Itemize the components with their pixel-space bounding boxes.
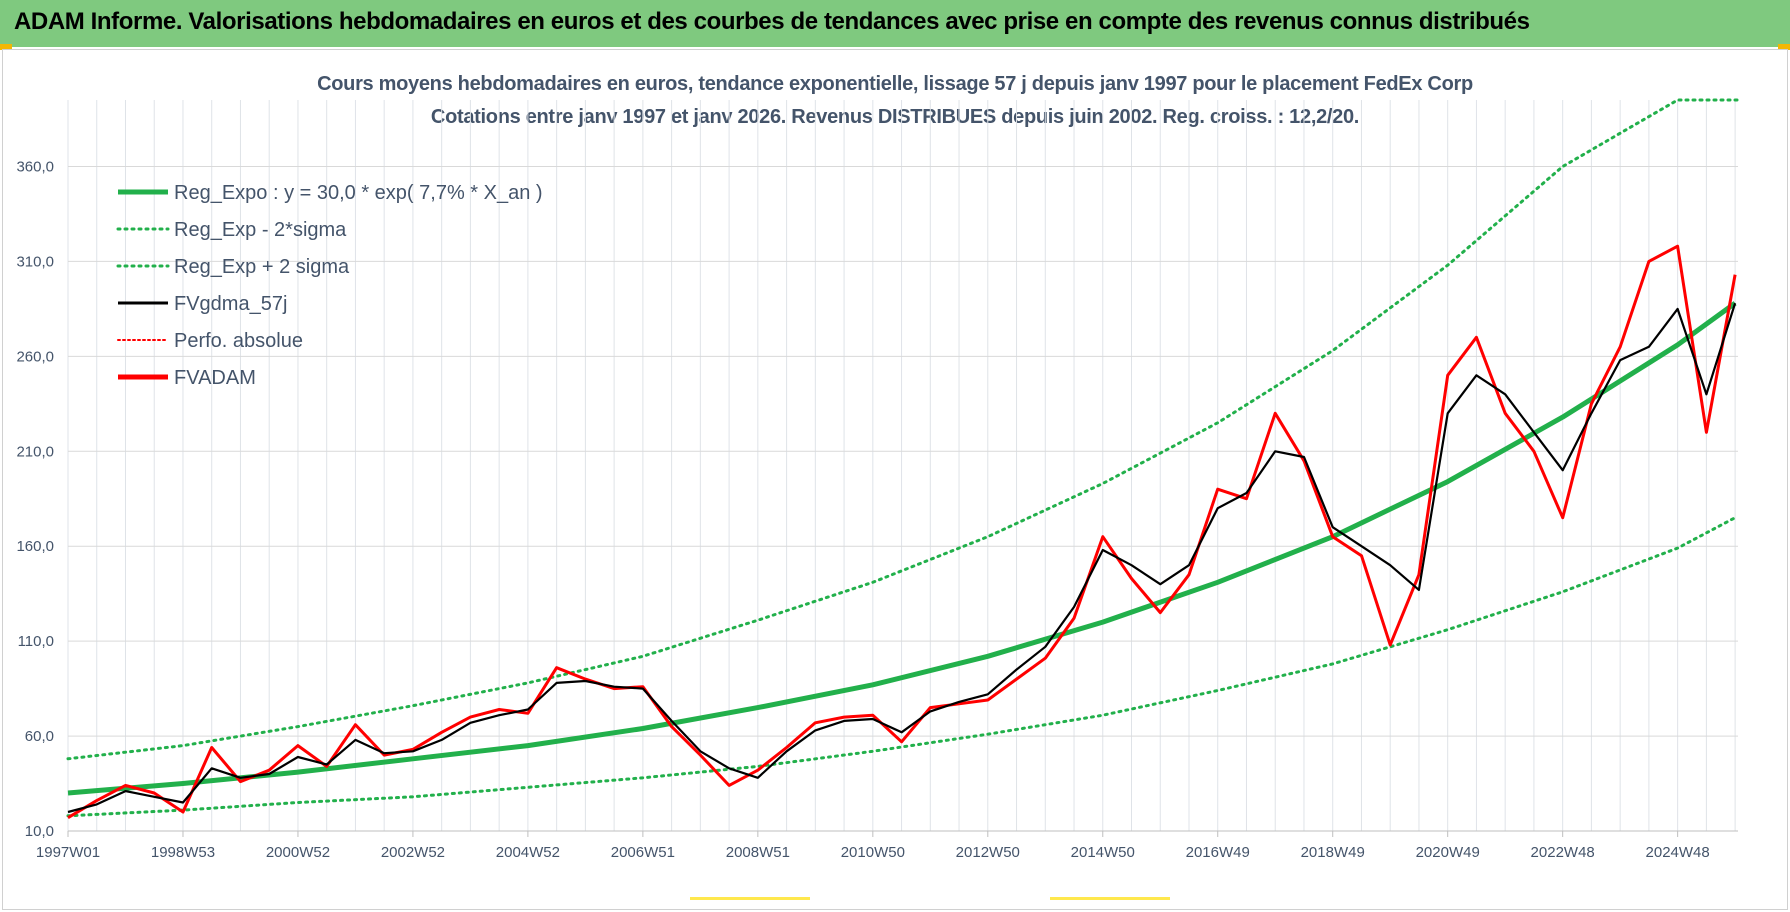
chart-title-line1: Cours moyens hebdomadaires en euros, ten…	[317, 73, 1473, 95]
series-fvgdma-57j	[67, 302, 1737, 814]
series-fvadam	[67, 244, 1737, 819]
y-tick-label: 310,0	[16, 253, 54, 270]
legend-label: Reg_Exp - 2*sigma	[174, 219, 347, 241]
legend-label: Reg_Expo : y = 30,0 * exp( 7,7% * X_an )	[174, 182, 543, 204]
bottom-accent	[690, 897, 810, 900]
x-tick-label: 1997W01	[36, 844, 100, 861]
legend-label: FVgdma_57j	[174, 293, 287, 315]
corner-accent	[1778, 44, 1790, 50]
series-reg-expo	[67, 301, 1737, 796]
x-tick-label: 2006W51	[611, 844, 675, 861]
report-title: ADAM Informe. Valorisations hebdomadaire…	[14, 8, 1530, 35]
report-banner: ADAM Informe. Valorisations hebdomadaire…	[0, 0, 1790, 47]
legend-label: Reg_Exp + 2 sigma	[174, 256, 350, 278]
y-tick-label: 360,0	[16, 158, 54, 175]
series-reg-plus-2sigma	[66, 98, 1740, 761]
series-reg-minus-2sigma	[66, 516, 1737, 818]
bottom-accent	[1050, 897, 1170, 900]
y-tick-label: 110,0	[18, 633, 54, 650]
x-tick-label: 2018W49	[1301, 844, 1365, 861]
chart-frame	[2, 49, 1788, 910]
x-tick-label: 2010W50	[841, 844, 905, 861]
x-tick-label: 2004W52	[496, 844, 560, 861]
x-tick-label: 2008W51	[726, 844, 790, 861]
x-tick-label: 2012W50	[956, 844, 1020, 861]
x-tick-label: 2014W50	[1071, 844, 1135, 861]
chart-title-line2: Cotations entre janv 1997 et janv 2026. …	[430, 106, 1360, 128]
legend-label: FVADAM	[174, 367, 256, 389]
legend-label: Perfo. absolue	[174, 330, 303, 352]
x-tick-label: 2000W52	[266, 844, 330, 861]
x-tick-label: 2016W49	[1186, 844, 1250, 861]
corner-accent	[0, 44, 12, 50]
x-tick-label: 2020W49	[1416, 844, 1480, 861]
y-tick-label: 60,0	[25, 728, 54, 745]
y-tick-label: 210,0	[16, 443, 54, 460]
x-tick-label: 1998W53	[151, 844, 215, 861]
x-tick-label: 2002W52	[381, 844, 445, 861]
y-tick-label: 160,0	[16, 538, 54, 555]
y-tick-label: 10,0	[25, 823, 54, 840]
x-tick-label: 2024W48	[1646, 844, 1710, 861]
y-tick-label: 260,0	[16, 348, 54, 365]
x-tick-label: 2022W48	[1531, 844, 1595, 861]
